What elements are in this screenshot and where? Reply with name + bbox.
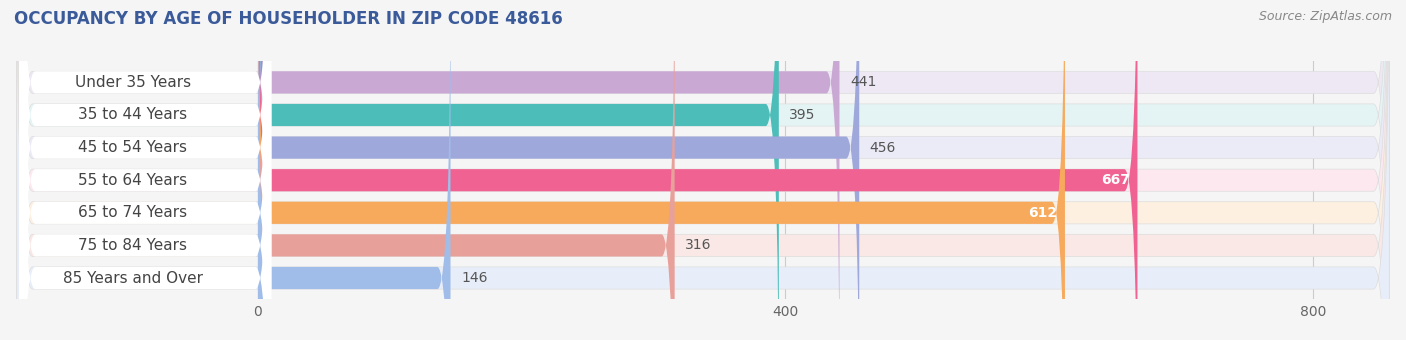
- Text: 667: 667: [1101, 173, 1129, 187]
- Text: Source: ZipAtlas.com: Source: ZipAtlas.com: [1258, 10, 1392, 23]
- Text: 612: 612: [1028, 206, 1057, 220]
- Text: 75 to 84 Years: 75 to 84 Years: [79, 238, 187, 253]
- FancyBboxPatch shape: [17, 0, 1389, 340]
- FancyBboxPatch shape: [17, 0, 1389, 340]
- Text: 35 to 44 Years: 35 to 44 Years: [79, 107, 187, 122]
- FancyBboxPatch shape: [17, 0, 1389, 340]
- Text: OCCUPANCY BY AGE OF HOUSEHOLDER IN ZIP CODE 48616: OCCUPANCY BY AGE OF HOUSEHOLDER IN ZIP C…: [14, 10, 562, 28]
- Text: 395: 395: [789, 108, 815, 122]
- Text: Under 35 Years: Under 35 Years: [75, 75, 191, 90]
- Text: 441: 441: [851, 75, 876, 89]
- FancyBboxPatch shape: [257, 0, 1137, 340]
- FancyBboxPatch shape: [20, 0, 271, 340]
- FancyBboxPatch shape: [20, 0, 271, 340]
- FancyBboxPatch shape: [20, 0, 271, 340]
- Text: 456: 456: [870, 141, 896, 155]
- FancyBboxPatch shape: [257, 0, 450, 340]
- Text: 85 Years and Over: 85 Years and Over: [63, 271, 202, 286]
- FancyBboxPatch shape: [257, 0, 675, 340]
- FancyBboxPatch shape: [17, 0, 1389, 340]
- FancyBboxPatch shape: [20, 0, 271, 340]
- FancyBboxPatch shape: [20, 0, 271, 340]
- Text: 55 to 64 Years: 55 to 64 Years: [79, 173, 187, 188]
- FancyBboxPatch shape: [17, 0, 1389, 340]
- FancyBboxPatch shape: [17, 0, 1389, 340]
- FancyBboxPatch shape: [257, 0, 779, 340]
- FancyBboxPatch shape: [257, 0, 839, 340]
- FancyBboxPatch shape: [257, 0, 859, 340]
- Text: 45 to 54 Years: 45 to 54 Years: [79, 140, 187, 155]
- Text: 65 to 74 Years: 65 to 74 Years: [79, 205, 187, 220]
- Text: 316: 316: [685, 238, 711, 252]
- Text: 146: 146: [461, 271, 488, 285]
- FancyBboxPatch shape: [257, 0, 1064, 340]
- FancyBboxPatch shape: [20, 0, 271, 340]
- FancyBboxPatch shape: [20, 0, 271, 340]
- FancyBboxPatch shape: [17, 0, 1389, 340]
